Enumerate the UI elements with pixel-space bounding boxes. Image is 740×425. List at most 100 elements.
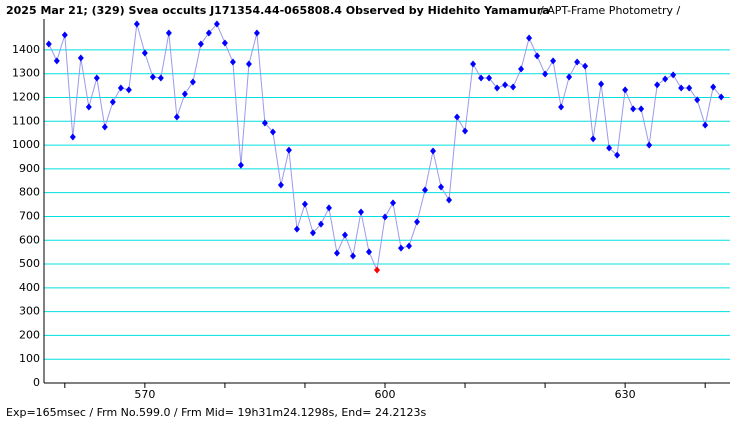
data-point xyxy=(654,81,661,89)
data-point xyxy=(261,119,268,127)
footer: Exp=165msec / Frm No.599.0 / Frm Mid= 19… xyxy=(6,406,426,419)
data-point xyxy=(173,113,180,121)
data-point xyxy=(341,231,348,239)
data-point xyxy=(317,220,324,228)
data-point xyxy=(141,49,148,57)
data-point xyxy=(510,83,517,91)
data-point xyxy=(462,127,469,135)
y-tick-label: 0 xyxy=(33,376,40,389)
data-point xyxy=(718,93,725,101)
data-point xyxy=(101,123,108,131)
data-point xyxy=(365,248,372,256)
data-point xyxy=(646,141,653,149)
data-point xyxy=(53,57,60,65)
data-point xyxy=(502,81,509,89)
data-point xyxy=(93,74,100,82)
data-point xyxy=(45,40,52,48)
data-point xyxy=(446,196,453,204)
data-point xyxy=(518,65,525,73)
data-point xyxy=(454,113,461,121)
data-point xyxy=(69,133,76,141)
y-tick-label: 700 xyxy=(19,209,40,222)
data-point xyxy=(157,74,164,82)
data-point xyxy=(109,98,116,106)
data-point xyxy=(638,105,645,113)
data-point xyxy=(117,84,124,92)
data-point xyxy=(229,58,236,66)
data-point xyxy=(333,249,340,257)
data-point xyxy=(558,103,565,111)
data-point xyxy=(85,103,92,111)
data-point xyxy=(277,181,284,189)
y-tick-label: 1400 xyxy=(12,43,40,56)
data-point xyxy=(406,242,413,250)
data-point xyxy=(149,73,156,81)
data-point xyxy=(606,144,613,152)
data-point xyxy=(285,146,292,154)
data-point xyxy=(430,147,437,155)
y-tick-label: 1100 xyxy=(12,114,40,127)
data-point xyxy=(590,135,597,143)
data-point xyxy=(293,225,300,233)
data-point xyxy=(325,204,332,212)
data-point xyxy=(630,105,637,113)
data-point xyxy=(438,183,445,191)
data-point xyxy=(349,252,356,260)
y-tick-label: 1200 xyxy=(12,91,40,104)
data-point xyxy=(205,29,212,37)
y-tick-label: 600 xyxy=(19,233,40,246)
y-tick-label: 200 xyxy=(19,328,40,341)
data-point xyxy=(702,121,709,129)
data-point xyxy=(189,78,196,86)
data-point xyxy=(550,57,557,65)
data-point xyxy=(670,71,677,79)
data-point xyxy=(197,40,204,48)
data-point xyxy=(165,29,172,37)
data-point xyxy=(390,199,397,207)
data-point xyxy=(614,151,621,159)
data-point xyxy=(686,84,693,92)
y-tick-label: 500 xyxy=(19,257,40,270)
data-point xyxy=(133,20,140,28)
data-point xyxy=(381,213,388,221)
y-tick-label: 800 xyxy=(19,186,40,199)
data-point xyxy=(269,128,276,136)
chart-subtitle: / APT-Frame Photometry / xyxy=(540,4,681,17)
data-point xyxy=(253,29,260,37)
data-point xyxy=(470,60,477,68)
data-point xyxy=(398,244,405,252)
data-point xyxy=(309,229,316,237)
data-point xyxy=(710,83,717,91)
data-point xyxy=(213,20,220,28)
data-point xyxy=(622,86,629,94)
data-point xyxy=(245,60,252,68)
y-tick-label: 100 xyxy=(19,352,40,365)
data-point xyxy=(694,96,701,104)
data-point xyxy=(77,54,84,62)
x-tick-label: 630 xyxy=(615,388,636,401)
data-point xyxy=(221,39,228,47)
data-point xyxy=(357,208,364,216)
y-tick-label: 400 xyxy=(19,281,40,294)
data-point xyxy=(61,31,68,39)
data-point xyxy=(678,84,685,92)
y-tick-label: 900 xyxy=(19,162,40,175)
data-point xyxy=(237,161,244,169)
data-point xyxy=(494,84,501,92)
chart-title: 2025 Mar 21; (329) Svea occults J171354.… xyxy=(6,4,550,17)
data-point xyxy=(373,266,380,274)
data-point xyxy=(486,74,493,82)
data-point xyxy=(662,75,669,83)
data-point xyxy=(125,86,132,94)
data-point xyxy=(526,34,533,42)
data-point xyxy=(534,52,541,60)
y-tick-label: 300 xyxy=(19,305,40,318)
data-point xyxy=(582,62,589,70)
data-point xyxy=(181,90,188,98)
data-point xyxy=(598,80,605,88)
x-tick-label: 570 xyxy=(134,388,155,401)
x-tick-label: 600 xyxy=(374,388,395,401)
data-point xyxy=(422,186,429,194)
data-point xyxy=(574,58,581,66)
